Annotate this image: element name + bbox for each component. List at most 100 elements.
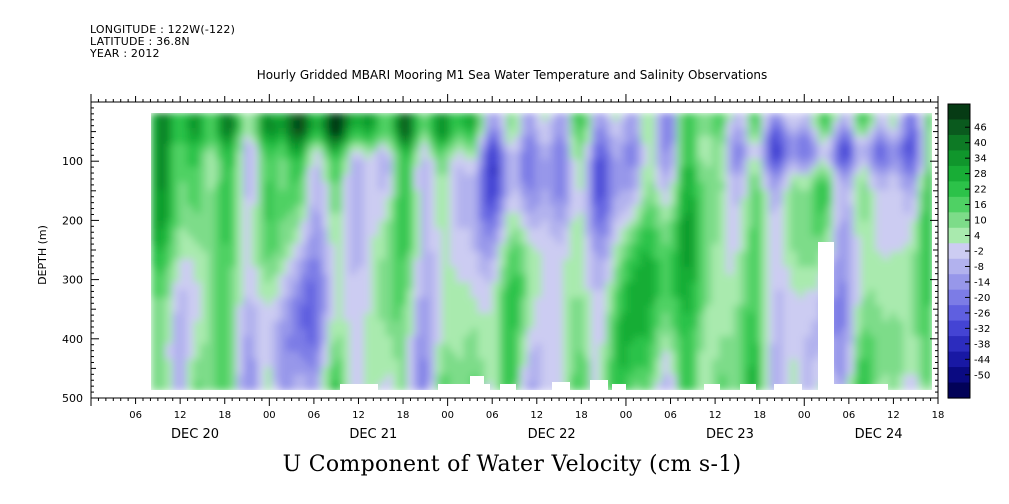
field-cell [648,197,657,207]
field-cell [747,374,756,384]
field-cell [158,243,167,253]
field-cell [243,366,252,376]
field-cell [804,328,813,338]
field-cell [562,289,571,299]
field-cell [371,197,380,207]
field-cell [243,274,252,284]
field-cell [775,243,784,253]
field-cell [612,174,621,184]
field-cell [158,205,167,215]
field-cell [527,336,536,345]
field-cell [484,289,493,299]
x-hour-label: 12 [887,410,900,421]
field-cell [683,313,692,322]
field-cell [917,297,926,307]
data-gap [552,382,570,390]
field-cell [761,366,770,376]
field-cell [300,197,309,207]
field-cell [569,320,578,330]
field-cell [520,359,529,368]
field-cell [513,197,522,207]
field-cell [229,220,238,230]
field-cell [449,113,458,122]
field-cell [704,320,713,330]
field-cell [356,366,365,376]
field-cell [548,228,557,238]
field-cell [839,136,848,145]
field-cell [811,205,820,215]
field-cell [229,320,238,330]
field-cell [861,297,870,307]
field-cell [839,328,848,338]
field-cell [172,313,181,322]
field-cell [264,243,273,253]
field-cell [442,366,451,376]
field-cell [193,351,202,361]
field-cell [591,297,600,307]
field-cell [761,189,770,199]
field-cell [491,336,500,345]
field-cell [385,174,394,184]
field-cell [797,159,806,168]
field-cell [811,305,820,315]
field-cell [676,189,685,199]
field-cell [591,128,600,138]
field-cell [889,351,898,361]
field-cell [733,166,742,176]
field-cell [697,351,706,361]
field-cell [683,205,692,215]
field-cell [768,282,777,291]
field-cell [250,328,259,338]
field-cell [853,274,862,284]
field-cell [413,251,422,261]
field-cell [683,243,692,253]
field-cell [569,228,578,238]
field-cell [548,266,557,276]
field-cell [711,282,720,291]
field-cell [506,336,515,345]
field-cell [861,243,870,253]
field-cell [243,251,252,261]
field-cell [818,151,827,161]
field-cell [435,228,444,238]
field-cell [236,182,245,191]
field-cell [861,166,870,176]
colorbar-swatch [948,119,970,136]
field-cell [861,159,870,168]
field-cell [655,205,664,215]
colorbar-swatch [948,289,970,306]
field-cell [264,189,273,199]
field-cell [775,213,784,222]
field-cell [200,228,209,238]
field-cell [584,151,593,161]
field-cell [719,259,728,268]
field-cell [846,189,855,199]
field-cell [768,136,777,145]
field-cell [655,259,664,268]
field-cell [626,305,635,315]
field-cell [832,259,841,268]
field-cell [832,243,841,253]
field-cell [356,213,365,222]
field-cell [193,128,202,138]
field-cell [186,351,195,361]
field-cell [555,274,564,284]
field-cell [548,220,557,230]
field-cell [328,151,337,161]
field-cell [321,213,330,222]
field-cell [775,366,784,376]
field-cell [151,143,160,153]
field-cell [165,228,174,238]
field-cell [591,359,600,368]
field-cell [903,297,912,307]
field-cell [371,359,380,368]
field-cell [172,159,181,168]
field-cell [747,182,756,191]
field-cell [285,205,294,215]
field-cell [250,320,259,330]
field-cell [491,266,500,276]
field-cell [172,220,181,230]
field-cell [704,259,713,268]
field-cell [591,205,600,215]
field-cell [697,228,706,238]
